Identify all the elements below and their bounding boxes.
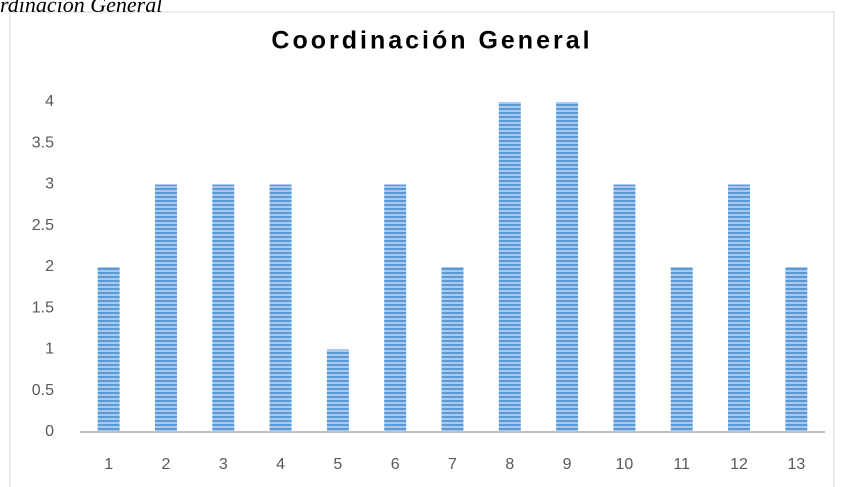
y-tick-label: 0.5 [32,382,54,399]
x-tick-label: 1 [104,456,113,473]
y-tick-label: 0 [45,423,54,440]
bar [670,267,693,432]
bar [556,102,579,432]
x-tick-label: 7 [448,456,457,473]
bar [613,184,636,432]
bar [212,184,235,432]
chart-frame [9,11,835,487]
x-tick-label: 4 [276,456,285,473]
bar [269,184,292,432]
bar [728,184,751,432]
x-tick-label: 6 [391,456,400,473]
y-tick-label: 1 [45,341,54,358]
bar [154,184,177,432]
y-tick-label: 3 [45,176,54,193]
y-tick-label: 1.5 [32,299,54,316]
x-tick-label: 9 [563,456,572,473]
y-tick-label: 2 [45,258,54,275]
bar [326,349,349,432]
y-tick-label: 2.5 [32,217,54,234]
chart-title: Coordinación General [271,27,592,55]
x-tick-label: 3 [219,456,228,473]
bar [498,102,521,432]
bar [441,267,464,432]
caption: rdinación General [0,0,162,17]
x-tick-label: 11 [673,456,690,473]
x-tick-label: 5 [333,456,342,473]
bar [97,267,120,432]
y-tick-label: 3.5 [32,134,54,151]
x-tick-label: 2 [162,456,171,473]
x-tick-label: 13 [787,456,805,473]
x-tick-label: 12 [730,456,748,473]
x-tick-label: 10 [616,456,634,473]
x-tick-label: 8 [505,456,514,473]
bar [785,267,808,432]
y-tick-label: 4 [45,93,54,110]
bar [384,184,407,432]
